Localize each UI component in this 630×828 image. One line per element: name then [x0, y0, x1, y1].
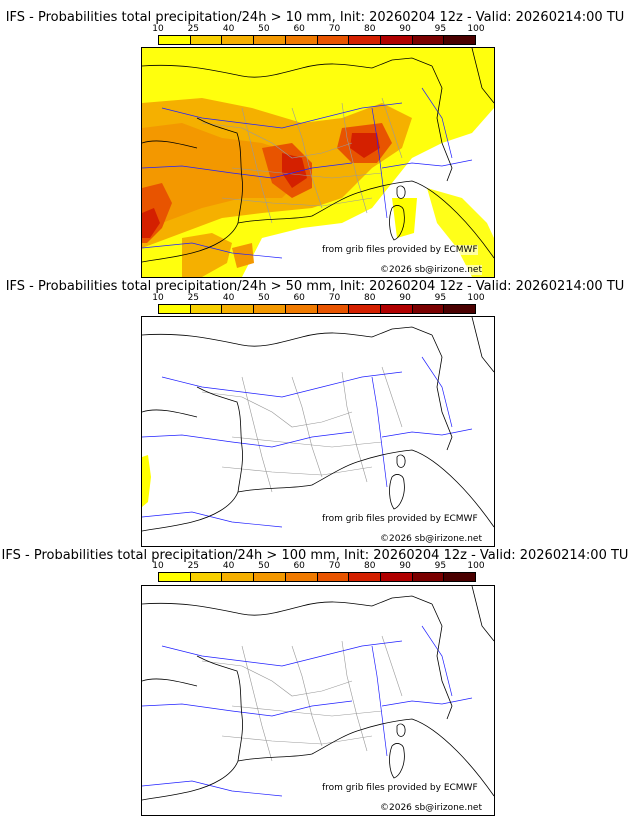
colorbar-label: 10	[152, 561, 164, 571]
colorbar-label: 100	[467, 561, 485, 571]
colorbar-swatch	[317, 36, 350, 44]
colorbar-swatch	[190, 573, 223, 581]
colorbar-label: 60	[293, 561, 305, 571]
panel-1-source-credit: from grib files provided by ECMWF	[322, 245, 478, 255]
colorbar-swatch	[222, 573, 255, 581]
colorbar-swatch	[254, 573, 286, 581]
panel-3-colorbar: 10 25 40 50 60 70 80 90 95 100	[152, 561, 485, 582]
colorbar-label: 25	[187, 293, 200, 303]
panel-3-source-credit: from grib files provided by ECMWF	[322, 783, 478, 793]
colorbar-label: 10	[152, 24, 164, 34]
colorbar-swatch	[254, 305, 286, 313]
colorbar-label: 40	[222, 561, 235, 571]
panel-1-title: IFS - Probabilities total precipitation/…	[5, 10, 625, 25]
colorbar-label: 70	[328, 561, 341, 571]
colorbar-label: 70	[328, 24, 341, 34]
colorbar-swatch	[444, 36, 476, 44]
colorbar-swatch	[349, 36, 381, 44]
colorbar-label: 95	[434, 293, 447, 303]
panel-2-source-credit: from grib files provided by ECMWF	[322, 514, 478, 524]
colorbar-swatch	[317, 573, 350, 581]
colorbar-swatch	[190, 305, 223, 313]
colorbar-label: 50	[258, 24, 270, 34]
colorbar-swatch	[317, 305, 350, 313]
rivers	[142, 625, 473, 797]
colorbar-label: 25	[187, 24, 200, 34]
panel-2-copyright: ©2026 sb@irizone.net	[380, 534, 482, 544]
region-boundaries	[201, 366, 403, 493]
region-boundaries	[201, 635, 403, 762]
panel-1-map	[141, 47, 495, 278]
colorbar-swatch	[285, 36, 318, 44]
colorbar-swatches	[158, 35, 476, 45]
colorbar-swatch	[380, 305, 413, 313]
coastlines-borders	[142, 317, 494, 532]
colorbar-label: 25	[187, 561, 200, 571]
rivers	[142, 87, 473, 259]
panel-3-map	[141, 585, 495, 816]
colorbar-label: 50	[258, 561, 270, 571]
colorbar-swatch	[412, 305, 445, 313]
colorbar-swatches	[158, 572, 476, 582]
colorbar-swatch	[412, 573, 445, 581]
colorbar-labels: 10 25 40 50 60 70 80 90 95 100	[152, 293, 484, 304]
colorbar-swatch	[380, 36, 413, 44]
rivers	[142, 356, 473, 528]
colorbar-label: 60	[293, 293, 305, 303]
colorbar-swatch	[444, 573, 476, 581]
panel-1-colorbar: 10 25 40 50 60 70 80 90 95 100	[152, 24, 485, 45]
colorbar-swatch	[159, 573, 191, 581]
colorbar-labels: 10 25 40 50 60 70 80 90 95 100	[152, 24, 484, 35]
precip-probability-field	[142, 48, 494, 277]
colorbar-label: 10	[152, 293, 164, 303]
panel-2-map-svg	[142, 317, 494, 532]
colorbar-label: 100	[467, 24, 485, 34]
colorbar-label: 80	[364, 561, 376, 571]
coastlines-borders	[142, 586, 494, 801]
colorbar-swatch	[349, 573, 381, 581]
colorbar-swatch	[349, 305, 381, 313]
region-boundaries	[201, 97, 403, 224]
colorbar-label: 100	[467, 293, 485, 303]
coastlines-borders	[142, 48, 494, 263]
colorbar-swatch	[285, 573, 318, 581]
colorbar-label: 70	[328, 293, 341, 303]
colorbar-labels: 10 25 40 50 60 70 80 90 95 100	[152, 561, 484, 572]
colorbar-swatches	[158, 304, 476, 314]
panel-2-map	[141, 316, 495, 547]
colorbar-swatch	[254, 36, 286, 44]
colorbar-label: 90	[399, 561, 411, 571]
colorbar-swatch	[222, 36, 255, 44]
colorbar-swatch	[285, 305, 318, 313]
panel-2-colorbar: 10 25 40 50 60 70 80 90 95 100	[152, 293, 485, 314]
colorbar-label: 90	[399, 24, 411, 34]
colorbar-swatch	[159, 305, 191, 313]
colorbar-label: 60	[293, 24, 305, 34]
colorbar-swatch	[190, 36, 223, 44]
colorbar-label: 80	[364, 293, 376, 303]
colorbar-label: 40	[222, 293, 235, 303]
colorbar-swatch	[444, 305, 476, 313]
panel-1-copyright: ©2026 sb@irizone.net	[380, 265, 482, 275]
panel-3-title: IFS - Probabilities total precipitation/…	[1, 548, 629, 563]
colorbar-swatch	[380, 573, 413, 581]
panel-3-copyright: ©2026 sb@irizone.net	[380, 803, 482, 813]
colorbar-label: 95	[434, 561, 447, 571]
colorbar-label: 50	[258, 293, 270, 303]
colorbar-swatch	[412, 36, 445, 44]
colorbar-label: 95	[434, 24, 447, 34]
colorbar-label: 40	[222, 24, 235, 34]
precip-probability-field	[142, 455, 151, 507]
colorbar-label: 90	[399, 293, 411, 303]
colorbar-label: 80	[364, 24, 376, 34]
colorbar-swatch	[159, 36, 191, 44]
panel-3-map-svg	[142, 586, 494, 801]
colorbar-swatch	[222, 305, 255, 313]
panel-2-title: IFS - Probabilities total precipitation/…	[5, 279, 625, 294]
panel-1-map-svg	[142, 48, 494, 277]
